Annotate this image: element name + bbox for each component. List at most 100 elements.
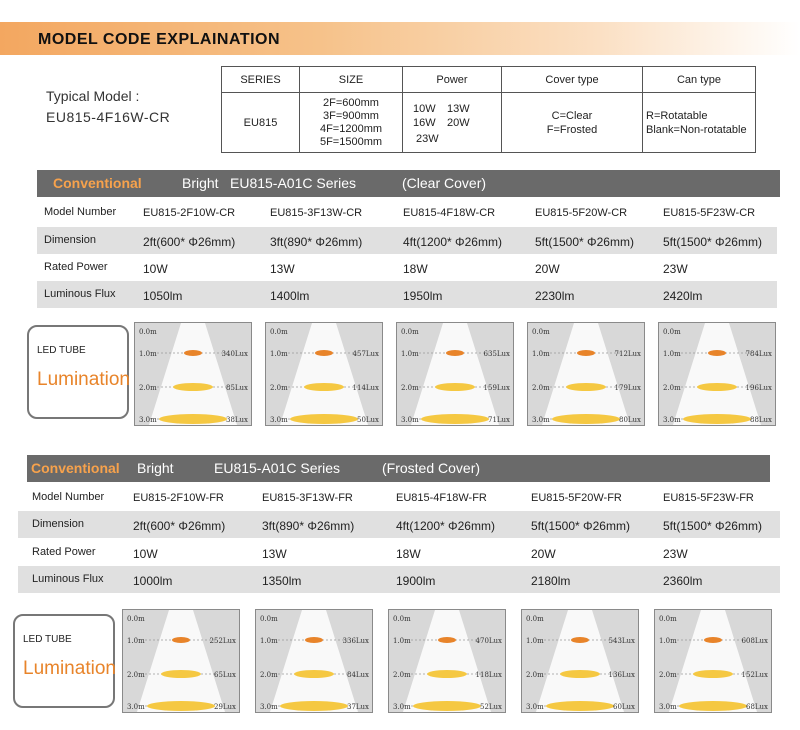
height-label: 0.0m	[127, 615, 145, 623]
cell-dimension: 5ft(1500* Φ26mm)	[663, 235, 762, 249]
cell-model: EU815-4F18W-CR	[403, 207, 496, 219]
title-series: EU815-A01C Series	[214, 460, 341, 476]
lux-value: 71Lux	[488, 416, 510, 424]
cell-flux: 2180lm	[531, 574, 571, 588]
height-label: 0.0m	[526, 615, 544, 623]
lux-value: 712Lux	[615, 350, 642, 358]
cell-power: 13W	[270, 262, 295, 276]
can-values: R=Rotatable Blank=Non-rotatable	[642, 92, 756, 153]
page-title: MODEL CODE EXPLAINATION	[38, 31, 281, 48]
light-cone	[669, 610, 757, 712]
height-label: 1.0m	[127, 637, 145, 645]
height-label: 0.0m	[270, 328, 288, 336]
cell-power: 20W	[535, 262, 560, 276]
height-label: 1.0m	[659, 637, 677, 645]
light-spot	[552, 414, 620, 424]
size-values: 2F=600mm 3F=900mm 4F=1200mm 5F=1500mm	[299, 92, 403, 153]
series-title-bar: Conventional Bright EU815-A01C Series (Fros…	[27, 455, 770, 482]
lux-diagram: 340Lux 85Lux 38Lux 0.0m 1.0m 2.0m 3.0m	[134, 322, 252, 426]
height-label: 3.0m	[393, 703, 411, 711]
header-cover-type: Cover type	[501, 66, 643, 93]
title-highlight: Conventional	[53, 175, 142, 191]
led-tube-label: LED TUBE	[23, 634, 72, 645]
cell-flux: 1900lm	[396, 574, 436, 588]
light-spot	[172, 637, 190, 643]
cell-model: EU815-3F13W-CR	[270, 207, 363, 219]
height-label: 0.0m	[401, 328, 419, 336]
cell-flux: 2230lm	[535, 289, 575, 303]
cover-item: C=Clear	[551, 109, 593, 122]
light-cone	[403, 610, 491, 712]
lux-value: 136Lux	[609, 671, 636, 679]
size-item: 5F=1500mm	[319, 135, 383, 148]
light-cone	[411, 323, 499, 425]
height-label: 0.0m	[659, 615, 677, 623]
height-label: 3.0m	[526, 703, 544, 711]
light-spot	[446, 350, 464, 356]
lux-diagram: 608Lux 152Lux 68Lux 0.0m 1.0m 2.0m 3.0m	[654, 609, 772, 713]
light-cone	[149, 323, 237, 425]
height-label: 2.0m	[393, 671, 411, 679]
light-cone	[280, 323, 368, 425]
lux-value: 470Lux	[476, 637, 503, 645]
lux-diagram-svg: 784Lux 196Lux 88Lux 0.0m 1.0m 2.0m 3.0m	[663, 323, 772, 425]
cell-model: EU815-5F23W-FR	[663, 492, 754, 504]
light-spot	[413, 701, 481, 711]
cover-item: F=Frosted	[546, 123, 598, 136]
lux-value: 635Lux	[484, 350, 511, 358]
lux-value: 80Lux	[619, 416, 641, 424]
power-item: 16W	[413, 116, 436, 129]
height-label: 3.0m	[260, 703, 278, 711]
height-label: 1.0m	[139, 350, 157, 358]
height-label: 1.0m	[526, 637, 544, 645]
height-label: 1.0m	[260, 637, 278, 645]
spec-row-flux	[18, 566, 780, 593]
cell-flux: 2420lm	[663, 289, 703, 303]
light-spot	[280, 701, 348, 711]
lux-diagram: 712Lux 179Lux 80Lux 0.0m 1.0m 2.0m 3.0m	[527, 322, 645, 426]
row-label: Luminous Flux	[32, 573, 104, 585]
cell-dimension: 5ft(1500* Φ26mm)	[535, 235, 634, 249]
cell-dimension: 5ft(1500* Φ26mm)	[531, 519, 630, 533]
cell-flux: 1050lm	[143, 289, 183, 303]
cell-dimension: 5ft(1500* Φ26mm)	[663, 519, 762, 533]
cell-model: EU815-5F20W-FR	[531, 492, 622, 504]
lumination-label: Lumination	[37, 369, 130, 390]
header-series: SERIES	[221, 66, 300, 93]
size-item: 2F=600mm	[323, 96, 379, 109]
cell-power: 18W	[396, 547, 421, 561]
height-label: 2.0m	[663, 384, 681, 392]
lux-value: 608Lux	[742, 637, 769, 645]
light-cone	[270, 610, 358, 712]
light-spot	[560, 670, 600, 678]
height-label: 1.0m	[393, 637, 411, 645]
light-cone	[673, 323, 761, 425]
light-spot	[704, 637, 722, 643]
height-label: 3.0m	[659, 703, 677, 711]
lux-value: 114Lux	[353, 384, 380, 392]
cell-power: 13W	[262, 547, 287, 561]
lux-value: 457Lux	[353, 350, 380, 358]
header-size: SIZE	[299, 66, 403, 93]
light-spot	[438, 637, 456, 643]
height-label: 1.0m	[663, 350, 681, 358]
light-cone	[137, 610, 225, 712]
height-label: 2.0m	[270, 384, 288, 392]
cell-dimension: 3ft(890* Φ26mm)	[270, 235, 363, 249]
light-spot	[546, 701, 614, 711]
lux-value: 84Lux	[347, 671, 369, 679]
height-label: 3.0m	[127, 703, 145, 711]
light-spot	[577, 350, 595, 356]
lux-value: 29Lux	[214, 703, 236, 711]
row-label: Dimension	[32, 518, 84, 530]
spec-row-dimension	[37, 227, 777, 254]
light-spot	[571, 637, 589, 643]
lux-diagram: 543Lux 136Lux 60Lux 0.0m 1.0m 2.0m 3.0m	[521, 609, 639, 713]
cell-model: EU815-3F13W-FR	[262, 492, 353, 504]
cell-dimension: 3ft(890* Φ26mm)	[262, 519, 355, 533]
light-spot	[315, 350, 333, 356]
height-label: 2.0m	[401, 384, 419, 392]
lux-diagram-svg: 712Lux 179Lux 80Lux 0.0m 1.0m 2.0m 3.0m	[532, 323, 642, 425]
title-highlight: Conventional	[31, 460, 120, 476]
row-label: Model Number	[44, 206, 117, 218]
